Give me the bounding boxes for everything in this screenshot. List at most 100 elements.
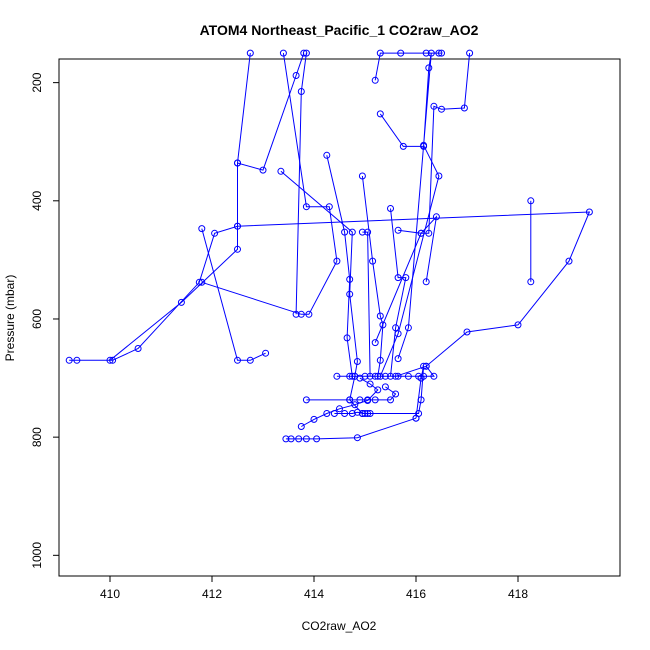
data-point bbox=[369, 257, 377, 265]
data-point bbox=[297, 423, 305, 430]
data-point bbox=[427, 49, 435, 57]
data-point bbox=[323, 151, 331, 159]
data-point bbox=[527, 197, 535, 205]
data-point bbox=[346, 372, 354, 380]
data-point bbox=[381, 383, 389, 391]
data-point bbox=[198, 225, 206, 233]
data-point bbox=[392, 324, 400, 332]
series-line bbox=[361, 175, 384, 377]
data-point bbox=[358, 410, 366, 417]
data-point bbox=[323, 410, 331, 417]
data-point bbox=[211, 229, 219, 237]
data-point bbox=[420, 362, 428, 370]
chart-title: ATOM4 Northeast_Pacific_1 CO2raw_AO2 bbox=[200, 22, 479, 38]
data-point bbox=[514, 321, 522, 329]
data-point bbox=[109, 356, 117, 364]
data-point bbox=[177, 298, 185, 306]
data-point bbox=[425, 64, 433, 72]
data-point bbox=[279, 49, 287, 57]
data-point bbox=[358, 172, 366, 180]
data-point bbox=[404, 372, 412, 380]
data-point bbox=[412, 414, 420, 422]
series-line bbox=[374, 215, 438, 343]
data-point bbox=[438, 49, 445, 57]
x-tick-label: 418 bbox=[508, 587, 528, 601]
y-tick-label: 600 bbox=[30, 309, 44, 329]
data-point bbox=[234, 222, 241, 230]
data-point bbox=[333, 257, 341, 265]
data-point bbox=[277, 167, 285, 175]
data-point bbox=[195, 278, 203, 286]
data-point bbox=[262, 349, 270, 357]
data-point bbox=[302, 396, 310, 404]
data-point bbox=[364, 228, 372, 236]
data-point bbox=[366, 410, 374, 417]
data-point bbox=[348, 372, 356, 380]
data-point bbox=[351, 401, 359, 409]
data-point bbox=[356, 396, 364, 404]
series-line bbox=[398, 53, 471, 234]
series-line bbox=[237, 211, 591, 377]
series-line bbox=[201, 53, 338, 315]
series-line bbox=[379, 53, 432, 359]
data-point bbox=[313, 435, 321, 443]
data-point bbox=[366, 372, 374, 380]
series-line bbox=[280, 170, 368, 414]
data-point bbox=[259, 166, 267, 174]
data-point bbox=[371, 339, 379, 347]
data-point bbox=[374, 372, 382, 380]
series-points bbox=[65, 49, 593, 443]
data-point bbox=[422, 49, 430, 57]
data-point bbox=[371, 372, 379, 380]
data-point bbox=[353, 358, 361, 365]
data-point bbox=[376, 110, 384, 118]
data-point bbox=[435, 172, 443, 180]
data-point bbox=[364, 410, 372, 417]
series-line bbox=[379, 145, 440, 377]
data-point bbox=[565, 257, 573, 265]
series-line bbox=[374, 52, 442, 81]
data-point bbox=[134, 345, 142, 352]
data-point bbox=[404, 324, 412, 332]
data-point bbox=[353, 408, 361, 416]
data-point bbox=[198, 278, 206, 286]
x-axis: 410 412 414 416 418 bbox=[100, 576, 528, 601]
data-point bbox=[460, 104, 468, 112]
data-point bbox=[417, 396, 425, 404]
data-point bbox=[302, 203, 310, 211]
x-tick-label: 416 bbox=[406, 587, 426, 601]
data-point bbox=[371, 76, 379, 84]
data-point bbox=[397, 49, 405, 57]
data-point bbox=[374, 386, 382, 394]
data-point bbox=[430, 102, 438, 110]
data-point bbox=[106, 356, 114, 364]
data-point bbox=[392, 372, 400, 380]
data-point bbox=[422, 278, 430, 286]
x-tick-label: 414 bbox=[304, 587, 324, 601]
data-point bbox=[381, 372, 389, 380]
data-point bbox=[366, 380, 374, 388]
y-tick-label: 1000 bbox=[30, 542, 44, 569]
data-point bbox=[364, 397, 372, 404]
data-point bbox=[422, 362, 430, 370]
data-point bbox=[387, 372, 394, 380]
data-point bbox=[394, 330, 402, 338]
data-point bbox=[399, 142, 407, 150]
series-line bbox=[109, 53, 251, 361]
series-line bbox=[295, 53, 307, 315]
data-point bbox=[376, 356, 384, 364]
data-point bbox=[394, 226, 402, 234]
series-line bbox=[336, 365, 435, 377]
data-point bbox=[356, 374, 364, 382]
data-point bbox=[341, 228, 349, 236]
series-line bbox=[362, 231, 371, 377]
x-tick-label: 412 bbox=[202, 587, 222, 601]
data-point bbox=[305, 310, 313, 318]
data-point bbox=[387, 396, 394, 404]
data-point bbox=[371, 396, 379, 404]
data-point bbox=[336, 405, 343, 413]
data-point bbox=[432, 213, 440, 221]
data-point bbox=[343, 334, 351, 342]
data-point bbox=[417, 229, 425, 237]
